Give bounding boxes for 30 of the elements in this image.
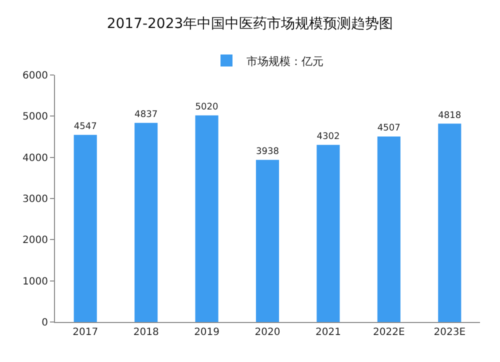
chart-title: 2017-2023年中国中医药市场规模预测趋势图 — [106, 16, 394, 32]
bar — [195, 115, 218, 322]
y-tick-label: 3000 — [22, 194, 48, 205]
bar — [377, 136, 400, 322]
bar — [256, 160, 280, 322]
data-label: 4818 — [438, 110, 462, 121]
y-tick-label: 2000 — [22, 235, 48, 246]
legend-label: 市场规模：亿元 — [246, 54, 324, 68]
data-label: 3938 — [256, 147, 280, 158]
x-tick-label: 2019 — [194, 327, 220, 338]
y-tick-label: 1000 — [22, 276, 48, 288]
bar — [438, 124, 462, 322]
bar — [74, 134, 97, 322]
x-tick-label: 2018 — [133, 327, 159, 338]
bar — [134, 122, 158, 322]
x-tick-label: 2022E — [373, 327, 405, 338]
data-label: 4547 — [74, 122, 97, 132]
x-tick-label: 2017 — [72, 327, 98, 338]
y-tick-label: 5000 — [22, 112, 48, 123]
data-label: 5020 — [195, 102, 219, 113]
x-tick-label: 2020 — [254, 327, 280, 338]
data-label: 4302 — [316, 132, 340, 142]
y-tick-label: 6000 — [22, 70, 48, 82]
y-tick-label: 0 — [42, 318, 48, 328]
data-label: 4507 — [377, 124, 400, 134]
x-tick-label: 2021 — [315, 327, 341, 338]
bar — [316, 144, 340, 322]
x-tick-label: 2023E — [434, 327, 466, 338]
y-tick-label: 4000 — [22, 152, 48, 164]
data-label: 4837 — [134, 110, 158, 120]
